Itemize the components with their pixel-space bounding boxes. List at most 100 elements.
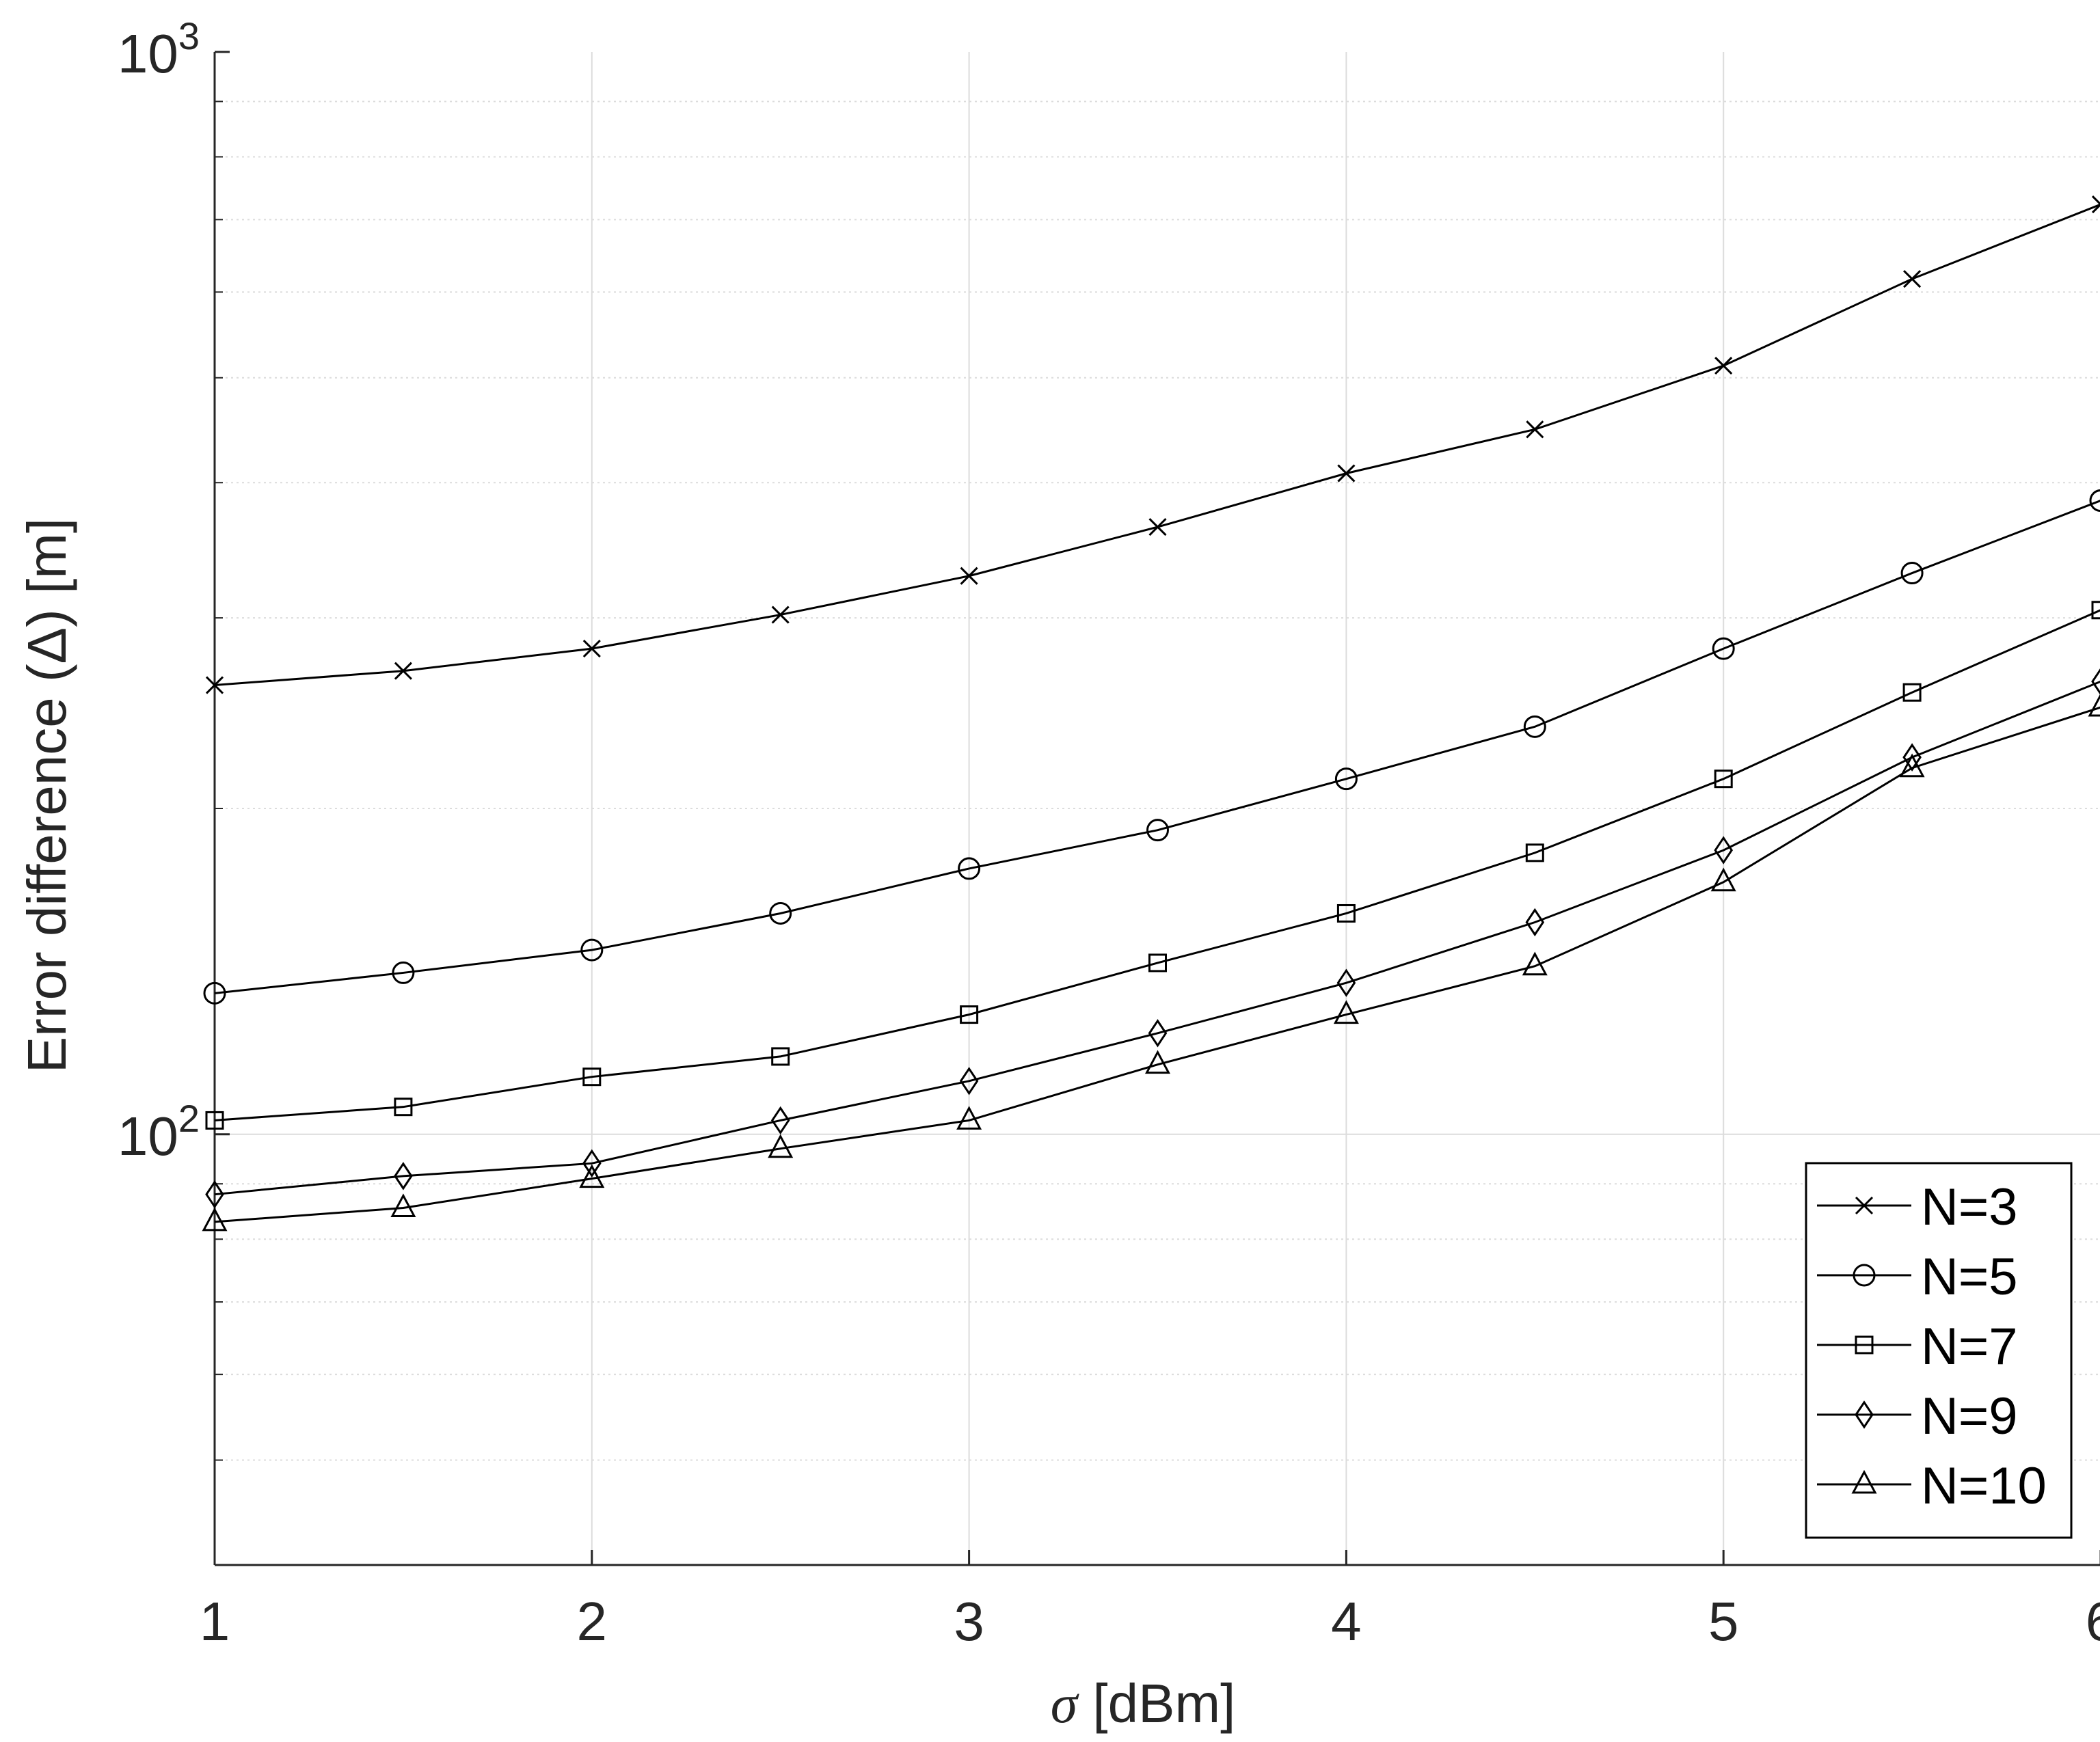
y-tick-label: 103 [118, 14, 200, 84]
legend-marker [1855, 1335, 1874, 1355]
y-tick-label: 102 [118, 1097, 200, 1167]
data-point-n-3 [205, 676, 224, 694]
data-point-n-9 [1525, 908, 1545, 937]
marker-stroke [1337, 464, 1356, 482]
axes [213, 51, 2100, 1566]
x-axis-label: σ [dBm] [1051, 1673, 1236, 1734]
marker-stroke [1855, 1196, 1874, 1215]
data-point-n-5 [2089, 489, 2100, 512]
marker-stroke [1903, 270, 1922, 288]
series-n-3 [205, 195, 2100, 694]
data-point-n-10 [1522, 951, 1548, 976]
data-point-n-3 [1337, 464, 1356, 482]
legend-label: N=5 [1921, 1248, 2018, 1306]
x-tick-label: 1 [200, 1591, 230, 1652]
data-point-n-7 [771, 1047, 790, 1066]
data-point-n-3 [1526, 420, 1544, 439]
data-point-n-9 [770, 1106, 790, 1135]
series-line-n-7 [214, 609, 2100, 1121]
series-n-7 [205, 601, 2100, 1130]
data-point-n-3 [1148, 518, 1167, 536]
data-point-n-3 [582, 640, 601, 658]
legend-item-n-7: N=7 [1817, 1318, 2018, 1376]
data-point-n-10 [1333, 1000, 1359, 1024]
legend-label: N=7 [1921, 1318, 2018, 1376]
marker-stroke [2091, 203, 2100, 214]
legend-marker [1853, 1264, 1876, 1287]
data-point-n-7 [1148, 953, 1167, 972]
data-point-n-3 [1903, 270, 1922, 288]
marker-stroke [1148, 518, 1167, 536]
x-tick-label: 5 [1708, 1591, 1739, 1652]
data-point-n-7 [205, 1111, 224, 1130]
y-axis-label: Error difference (Δ) [m] [16, 518, 77, 1073]
data-point-n-5 [1146, 819, 1169, 842]
data-point-n-7 [1902, 683, 1922, 702]
data-point-n-9 [582, 1149, 602, 1178]
data-point-n-9 [1148, 1019, 1168, 1048]
legend-marker [1855, 1196, 1874, 1215]
x-tick-label: 2 [577, 1591, 608, 1652]
legend-label: N=10 [1921, 1457, 2047, 1515]
data-point-n-10 [956, 1106, 982, 1130]
data-point-n-9 [1336, 968, 1356, 997]
data-point-n-3 [394, 662, 412, 680]
x-tick-label: 3 [954, 1591, 984, 1652]
data-point-n-7 [1714, 770, 1733, 789]
y-tick-label-base: 10 [118, 1106, 178, 1167]
data-point-n-3 [2091, 195, 2100, 214]
legend-item-n-9: N=9 [1817, 1387, 2018, 1445]
data-point-n-9 [394, 1162, 413, 1190]
marker-stroke [960, 567, 978, 585]
data-point-n-10 [768, 1134, 794, 1158]
series-n-5 [203, 489, 2100, 1005]
legend-label: N=3 [1921, 1178, 2018, 1236]
data-point-n-9 [959, 1067, 979, 1095]
data-point-n-7 [1336, 903, 1356, 923]
data-point-n-5 [203, 981, 226, 1005]
y-tick-label-exponent: 3 [178, 14, 200, 57]
series-n-10 [202, 694, 2100, 1231]
data-point-n-5 [392, 961, 415, 984]
marker-stroke [2091, 195, 2100, 206]
data-point-n-5 [1900, 562, 1924, 585]
grid [215, 52, 2100, 1566]
data-point-n-9 [205, 1180, 224, 1209]
data-point-n-5 [1712, 637, 1735, 660]
data-point-n-3 [960, 567, 978, 585]
marker-stroke [394, 662, 412, 680]
data-point-n-10 [1710, 867, 1736, 892]
legend-marker [1855, 1400, 1874, 1429]
data-point-n-5 [958, 857, 981, 880]
data-point-n-9 [1714, 836, 1734, 865]
data-point-n-10 [202, 1207, 228, 1231]
x-axis-label-symbol: σ [1051, 1674, 1079, 1734]
y-tick-label-base: 10 [118, 23, 178, 84]
series-layer [202, 195, 2100, 1231]
y-tick-label-exponent: 2 [178, 1097, 200, 1140]
tick-labels: 123456102103 [118, 14, 2100, 1652]
x-axis-label-unit: [dBm] [1077, 1673, 1235, 1734]
marker-stroke [205, 676, 224, 694]
x-tick-label: 6 [2086, 1591, 2100, 1652]
legend-label: N=9 [1921, 1387, 2018, 1445]
series-line-n-9 [214, 681, 2100, 1196]
data-point-n-7 [1525, 843, 1544, 862]
data-point-n-7 [2091, 601, 2100, 620]
data-point-n-10 [2088, 694, 2100, 717]
legend-item-n-3: N=3 [1817, 1178, 2018, 1236]
data-point-n-7 [582, 1067, 602, 1087]
x-tick-label: 4 [1331, 1591, 1362, 1652]
data-point-n-10 [390, 1193, 416, 1218]
data-point-n-9 [2091, 668, 2100, 695]
legend-item-n-10: N=10 [1817, 1457, 2047, 1515]
data-point-n-5 [769, 901, 792, 925]
data-point-n-10 [1145, 1050, 1170, 1074]
marker-stroke [582, 640, 601, 658]
data-point-n-3 [1714, 357, 1733, 375]
data-point-n-9 [1902, 743, 1922, 772]
data-point-n-3 [771, 605, 790, 624]
data-point-n-5 [1334, 767, 1358, 791]
